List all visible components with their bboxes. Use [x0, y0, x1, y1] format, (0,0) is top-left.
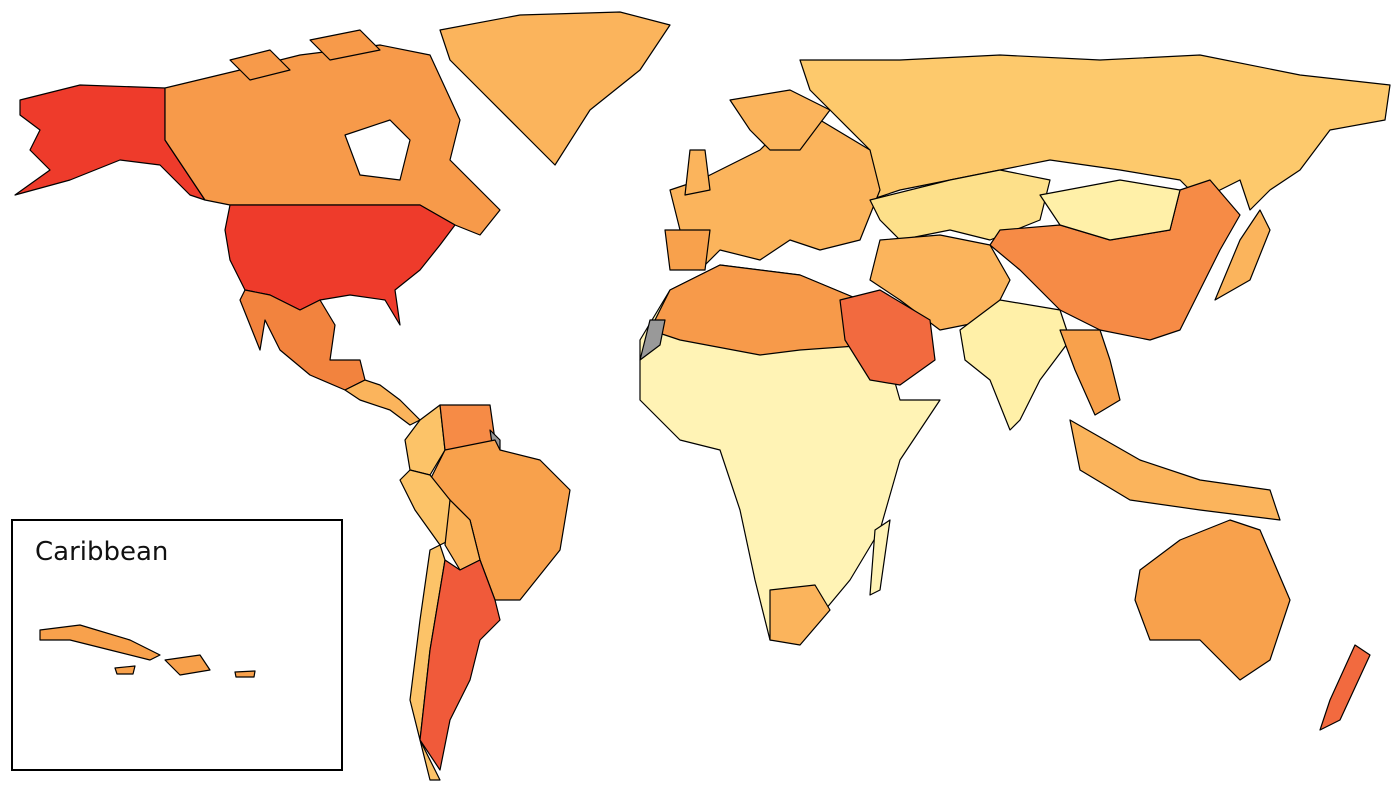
oceania — [1069, 419, 1371, 731]
arctic-island — [309, 29, 381, 61]
greenland — [439, 11, 671, 166]
hudson-bay — [344, 119, 411, 181]
iberia — [664, 229, 711, 271]
saudi-arabia — [839, 289, 936, 386]
inset-frame — [11, 519, 343, 771]
western-sahara — [639, 319, 666, 361]
central-america — [344, 379, 421, 426]
madagascar — [869, 519, 891, 596]
caribbean-inset: Caribbean — [11, 519, 343, 771]
australia — [1134, 519, 1291, 681]
scandinavia — [729, 89, 831, 151]
north-africa — [649, 264, 871, 356]
southeast-asia — [1059, 329, 1121, 416]
south-america — [399, 404, 571, 781]
japan — [1214, 209, 1271, 301]
uk — [684, 149, 711, 196]
india — [959, 299, 1071, 431]
north-america — [14, 11, 671, 426]
eurasia — [664, 54, 1391, 431]
jamaica — [114, 665, 136, 675]
indonesia — [1069, 419, 1281, 521]
usa — [224, 204, 456, 326]
south-africa — [769, 584, 831, 646]
arctic-island — [229, 49, 291, 81]
hispaniola — [164, 654, 211, 676]
mongolia — [1039, 179, 1181, 241]
inset-title: Caribbean — [35, 537, 168, 567]
new-zealand — [1319, 644, 1371, 731]
argentina — [419, 559, 501, 771]
puerto-rico — [234, 670, 256, 678]
cuba — [39, 624, 161, 661]
